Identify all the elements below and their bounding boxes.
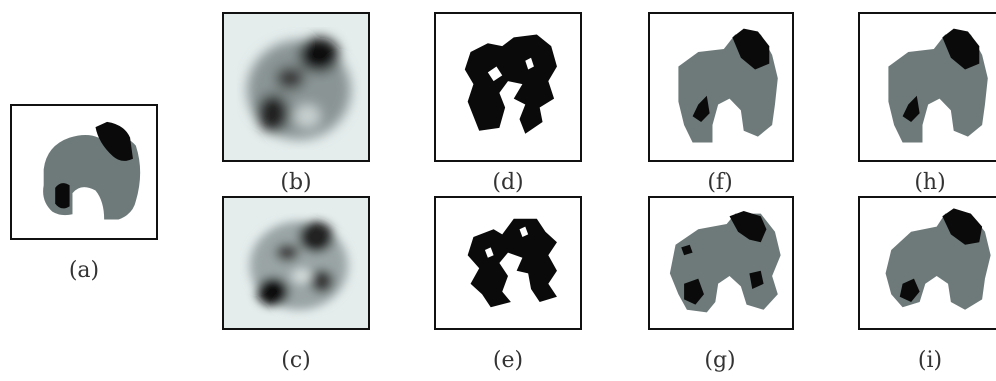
panel-a-image [10,104,158,240]
caption-g: (g) [704,348,736,373]
panel-h-image [858,12,996,162]
panel-d-image [434,12,582,162]
panel-f-image [648,12,794,162]
caption-e: (e) [492,348,524,373]
panel-e-image [434,196,582,330]
caption-a: (a) [68,258,100,283]
caption-h: (h) [914,170,946,195]
caption-d: (d) [492,170,524,195]
caption-b: (b) [280,170,312,195]
caption-i: (i) [917,348,943,373]
panel-g-image [648,196,794,330]
panel-b-image [222,12,370,162]
caption-c: (c) [281,348,311,373]
caption-f: (f) [707,170,733,195]
panel-c-image [222,196,370,330]
panel-i-image [858,196,996,330]
